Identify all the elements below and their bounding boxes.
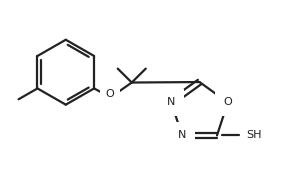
Text: N: N [178,130,186,140]
Text: N: N [167,98,176,107]
Text: SH: SH [247,130,262,140]
Text: O: O [224,98,232,107]
Text: O: O [105,89,114,99]
